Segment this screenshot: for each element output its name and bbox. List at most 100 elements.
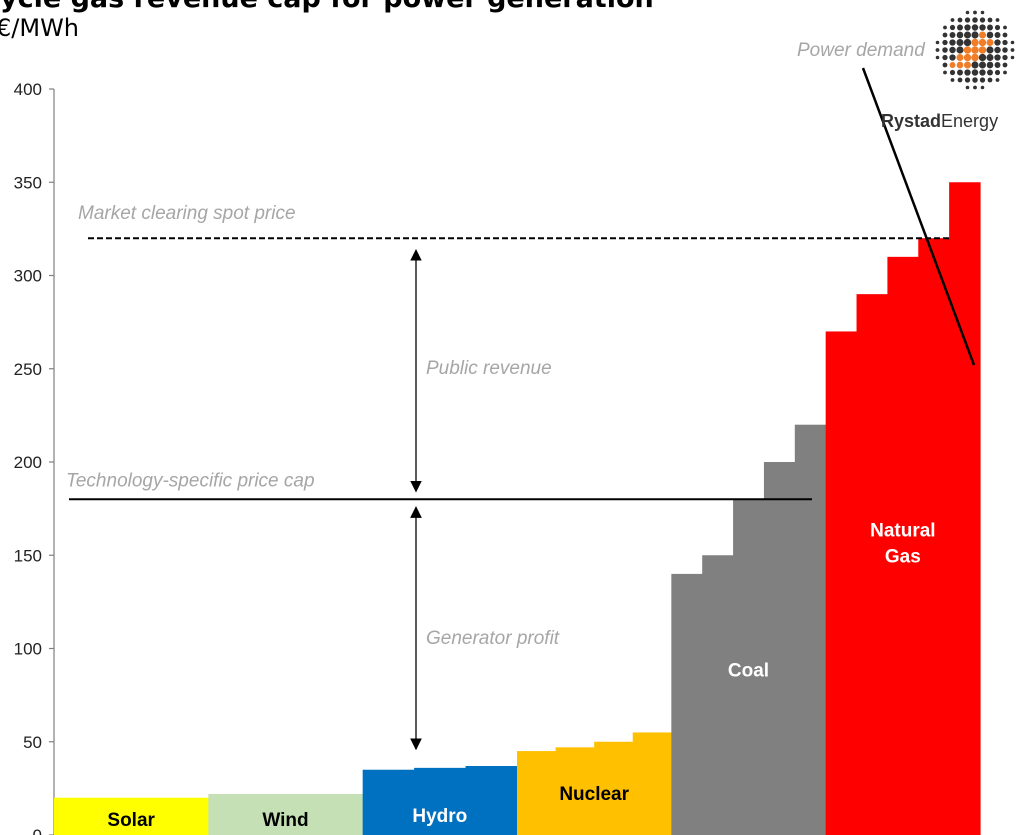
logo-dot (987, 17, 993, 23)
logo-dot (1010, 48, 1015, 52)
y-tick-label: 300 (14, 267, 42, 286)
logo-dot (971, 69, 979, 76)
logo-dot (956, 61, 964, 69)
logo-dot (956, 38, 964, 47)
logo-dot (986, 53, 994, 62)
logo-dot (935, 48, 940, 52)
logo-dot (978, 46, 987, 54)
logo-dot (1002, 54, 1008, 61)
logo-dot (987, 69, 993, 76)
logo-dot (964, 17, 971, 23)
y-tick-label: 200 (14, 453, 42, 472)
logo-dot (971, 31, 979, 39)
chart-title: ycle gas revenue cap for power generatio… (0, 0, 654, 14)
logo-dot (978, 53, 987, 62)
bar-coal (794, 424, 827, 835)
bar-coal (671, 573, 703, 835)
logo-dot (942, 39, 948, 46)
bar-coal (702, 555, 734, 835)
logo-dot (994, 32, 1001, 38)
logo-dot (957, 77, 963, 83)
logo-dot (972, 17, 978, 23)
category-label-nuclear: Nuclear (559, 784, 629, 805)
logo-dot (994, 54, 1001, 61)
y-tick-label: 100 (14, 640, 42, 659)
logo-dot (949, 62, 956, 68)
bar-nuclear (517, 751, 557, 835)
logo-dot (986, 61, 994, 69)
logo-dot (979, 69, 986, 76)
logo-dot (980, 10, 985, 15)
logo-dot (957, 24, 963, 31)
logo-dot (972, 77, 978, 83)
y-tick-label: 0 (33, 826, 42, 835)
logo-dot (978, 31, 987, 39)
bar-nuclear (555, 747, 595, 835)
logo-dot (1010, 40, 1015, 45)
market-clearing-spot-price-label: Market clearing spot price (78, 203, 296, 224)
logo-dot (995, 78, 1000, 82)
logo-dot (950, 18, 955, 22)
logo-dot (1002, 62, 1008, 68)
power-demand-label: Power demand (797, 40, 926, 61)
bar-hydro (414, 767, 467, 835)
logo-dot (1002, 39, 1008, 46)
logo-dot (949, 46, 956, 54)
logo-dot (957, 69, 963, 76)
logo-dot (994, 39, 1001, 46)
logo-dot (987, 24, 993, 31)
logo-dot (978, 61, 987, 69)
logo-dot (978, 38, 987, 47)
logo-dot (1002, 32, 1008, 38)
y-tick-label: 400 (14, 80, 42, 99)
power-demand-line (861, 67, 976, 366)
logo-dot (994, 62, 1001, 68)
logo-dot (1010, 55, 1015, 60)
bar-hydro (362, 769, 415, 835)
logo-dot (979, 77, 986, 83)
logo-dot (994, 24, 1001, 31)
y-tick-label: 350 (14, 173, 42, 192)
y-tick-label: 150 (14, 546, 42, 565)
technology-specific-price-cap-label: Technology-specific price cap (66, 470, 315, 491)
logo-dot (965, 85, 970, 90)
logo-dot (965, 10, 970, 15)
public-revenue-label: Public revenue (426, 358, 552, 379)
logo-dot (979, 17, 986, 23)
y-axis: 0 50 100 150 200 250 300 350 400 (14, 80, 55, 835)
category-label-natural-gas: Gas (885, 547, 921, 568)
bar-nuclear (632, 732, 672, 835)
logo-dot (957, 17, 963, 23)
logo-dot (963, 38, 972, 47)
logo-dot (949, 69, 956, 76)
annotations: Market clearing spot price Technology-spe… (66, 40, 926, 649)
bars (54, 182, 981, 835)
bar-natural-gas (825, 331, 858, 835)
logo-dot (1002, 47, 1008, 53)
bar-solar (54, 797, 209, 835)
bar-natural-gas (918, 238, 950, 835)
y-axis-unit: €/MWh (0, 14, 80, 42)
category-label-wind: Wind (262, 810, 308, 831)
bar-coal (763, 462, 796, 835)
logo-dot (963, 31, 972, 39)
rystad-energy-logo (935, 10, 1015, 90)
logo-dot (956, 46, 964, 54)
logo-dot (935, 40, 940, 45)
bar-hydro (465, 765, 518, 835)
category-label-natural-gas: Natural (870, 521, 935, 542)
logo-dot (950, 78, 955, 82)
bar-wind (208, 793, 364, 835)
logo-dot (971, 38, 979, 47)
bar-natural-gas (949, 182, 981, 835)
logo-dot (949, 24, 956, 31)
generator-profit-label: Generator profit (426, 628, 560, 649)
logo-dot (949, 32, 956, 38)
logo-dot (986, 46, 994, 54)
logo-dot (986, 31, 994, 39)
logo-dot (971, 24, 979, 31)
logo-dot (995, 18, 1000, 22)
logo-dot (942, 62, 948, 68)
logo-dot (971, 46, 979, 54)
